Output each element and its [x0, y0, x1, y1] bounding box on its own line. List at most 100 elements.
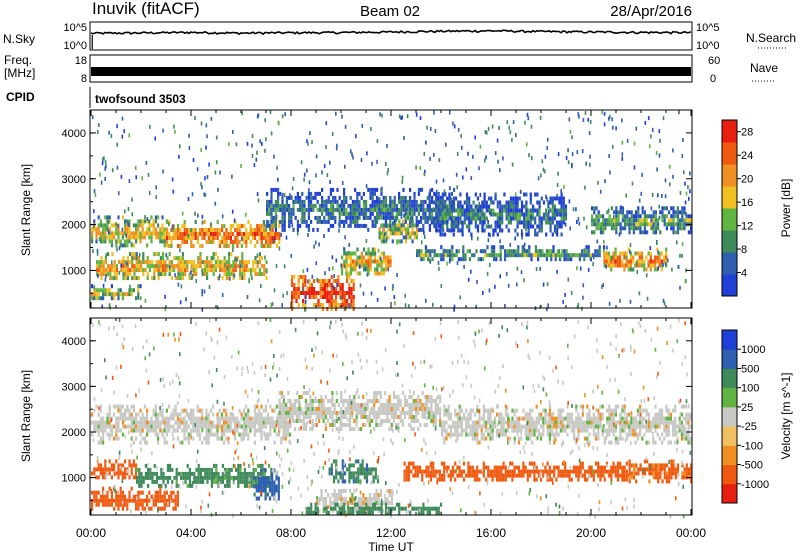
power-cell — [409, 187, 412, 192]
velocity-cell — [621, 436, 624, 441]
velocity-cell — [207, 416, 210, 421]
velocity-cell — [95, 404, 98, 409]
power-cell — [462, 257, 465, 262]
velocity-cell — [185, 408, 188, 413]
power-cell — [261, 256, 264, 261]
power-echo — [420, 240, 423, 245]
power-cell — [102, 268, 105, 273]
power-cell — [107, 272, 110, 277]
power-echo — [306, 168, 308, 173]
power-cell — [110, 231, 113, 236]
velocity-cell — [280, 407, 283, 411]
power-echo — [528, 153, 530, 158]
power-cell — [131, 276, 134, 281]
velocity-cell — [410, 419, 413, 423]
power-cell — [641, 206, 644, 211]
power-echo — [149, 124, 151, 129]
power-cell — [407, 231, 410, 236]
power-cell — [553, 196, 557, 201]
power-cell — [272, 219, 275, 224]
power-echo — [385, 237, 388, 242]
velocity-cell — [436, 407, 440, 411]
power-cell — [498, 228, 502, 233]
power-cell — [150, 215, 153, 220]
power-cell — [362, 211, 365, 216]
velocity-cell — [645, 424, 648, 429]
power-echo — [567, 277, 570, 282]
power-echo — [515, 133, 517, 138]
velocity-cell — [286, 428, 289, 433]
power-cell — [162, 252, 165, 257]
velocity-cell — [117, 408, 120, 413]
power-cell — [313, 291, 316, 295]
power-cell — [260, 228, 263, 232]
velocity-cell — [344, 423, 347, 427]
power-cell — [225, 272, 228, 277]
velocity-cell — [687, 412, 690, 417]
power-cell — [196, 232, 199, 236]
power-cell — [621, 218, 624, 223]
velocity-cell — [504, 412, 507, 417]
velocity-cell — [463, 428, 466, 433]
power-cell — [168, 236, 171, 240]
power-cell — [672, 230, 675, 235]
power-cell — [435, 212, 438, 217]
velocity-cell — [351, 427, 354, 431]
power-cell — [135, 296, 138, 301]
power-cell — [393, 195, 396, 200]
power-cell — [407, 235, 410, 240]
power-cell — [398, 207, 401, 212]
power-cell — [670, 206, 673, 211]
velocity-cell — [296, 391, 299, 395]
power-cell — [97, 231, 100, 236]
power-cell — [615, 218, 618, 223]
power-echo — [679, 285, 681, 290]
power-cell — [629, 255, 633, 260]
power-cell — [420, 253, 423, 258]
power-cell — [614, 251, 617, 256]
power-cell — [446, 204, 449, 209]
power-echo — [585, 161, 587, 166]
velocity-cell — [460, 424, 463, 429]
power-echo — [583, 216, 585, 221]
power-cell — [652, 222, 655, 227]
nsky-left-tick-bottom: 10^0 — [63, 40, 87, 52]
power-cell — [126, 276, 129, 281]
power-echo — [589, 255, 591, 260]
velocity-cell — [542, 428, 545, 433]
velocity-cell — [340, 423, 343, 427]
velocity-cell — [298, 411, 301, 415]
power-echo — [155, 195, 157, 200]
velocity-cell — [592, 424, 595, 429]
power-cell — [281, 203, 284, 208]
power-cell — [360, 223, 363, 228]
power-cell — [536, 208, 539, 213]
velocity-cell — [102, 432, 105, 437]
power-cell — [499, 249, 502, 254]
velocity-cell — [540, 432, 543, 437]
velocity-cell — [172, 424, 175, 429]
power-cell — [616, 255, 619, 260]
velocity-cell — [128, 408, 131, 413]
velocity-cell — [465, 424, 468, 429]
velocity-cell — [548, 412, 551, 417]
power-cell — [475, 249, 478, 254]
power-cell — [367, 207, 370, 212]
power-echo — [644, 120, 647, 125]
power-cell — [528, 249, 531, 254]
power-cell — [133, 252, 136, 257]
power-cell — [318, 207, 321, 212]
power-echo — [117, 191, 120, 196]
velocity-cell — [278, 391, 281, 395]
power-cell — [110, 235, 113, 240]
power-cell — [596, 249, 599, 254]
power-cell — [352, 283, 355, 287]
velocity-cell — [608, 440, 611, 445]
power-cell — [301, 215, 304, 220]
power-cell — [424, 253, 427, 258]
power-echo — [351, 152, 353, 157]
power-cell — [389, 199, 392, 204]
velocity-cell — [678, 424, 681, 429]
velocity-cell — [198, 436, 201, 441]
power-echo — [542, 282, 545, 287]
